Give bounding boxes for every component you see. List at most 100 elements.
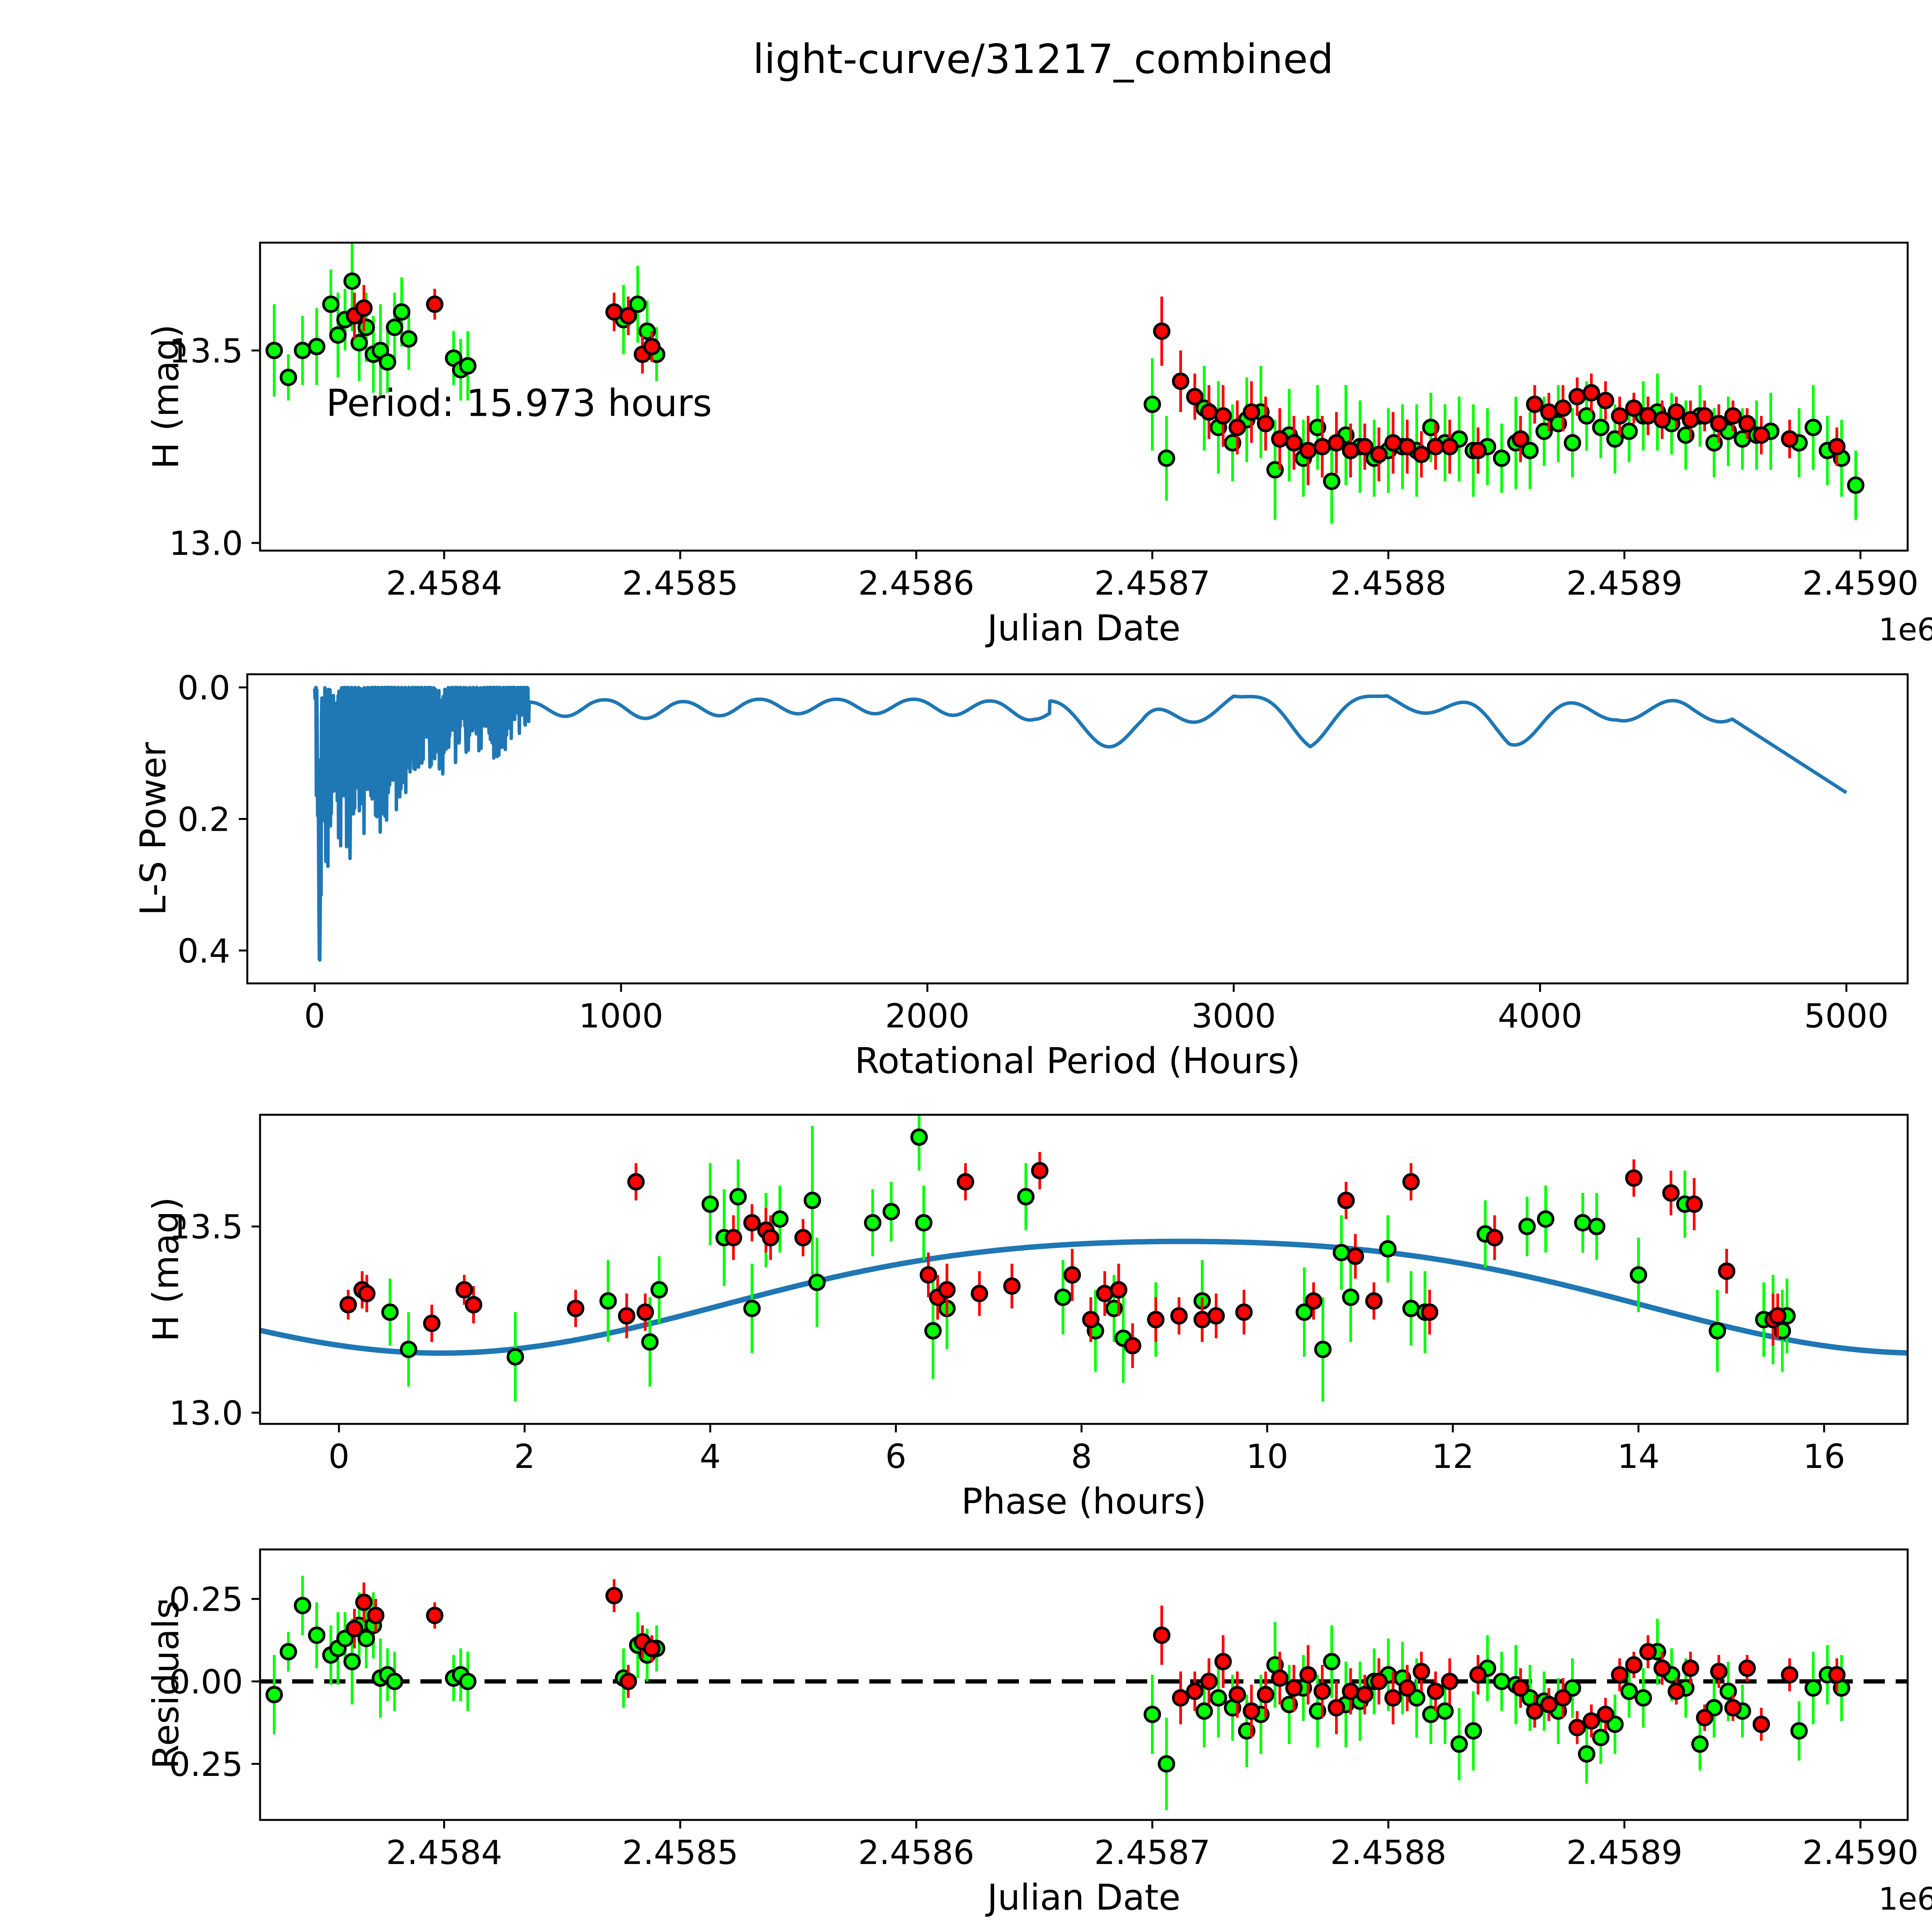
- series-red-band: [345, 1579, 1846, 1744]
- data-point: [1172, 372, 1189, 390]
- data-point: [1769, 1307, 1787, 1325]
- data-point: [1398, 1679, 1416, 1697]
- data-point: [619, 307, 637, 325]
- data-point: [1847, 476, 1865, 494]
- data-point: [1521, 442, 1539, 459]
- data-point: [1537, 1210, 1554, 1228]
- data-point: [1564, 434, 1582, 452]
- data-point: [1186, 388, 1204, 405]
- data-point: [1323, 1653, 1340, 1670]
- data-point: [1639, 407, 1657, 425]
- data-point: [1752, 426, 1770, 444]
- data-point: [1493, 449, 1510, 467]
- data-point: [343, 272, 361, 290]
- data-point: [1597, 391, 1614, 409]
- data-point: [567, 1299, 585, 1317]
- x-tick-label: 5000: [1804, 997, 1889, 1036]
- data-point: [1172, 1689, 1189, 1707]
- data-point: [1413, 1663, 1430, 1680]
- data-point: [1738, 1659, 1756, 1677]
- data-point: [1347, 1247, 1364, 1265]
- data-point: [803, 1192, 821, 1209]
- data-point: [1554, 1689, 1572, 1707]
- data-point: [1299, 442, 1317, 459]
- residuals-x-offset-label: 1e6: [1878, 1881, 1932, 1917]
- x-tick-label: 1000: [579, 997, 663, 1036]
- periodogram-x-axis: 0 1000 2000 3000 4000 5000: [304, 983, 1889, 1036]
- data-point: [1143, 395, 1161, 413]
- data-point: [343, 1653, 361, 1670]
- data-point: [459, 1672, 477, 1690]
- data-point: [1578, 1745, 1595, 1763]
- data-point: [1158, 449, 1175, 467]
- data-point: [794, 1229, 812, 1247]
- data-point: [1328, 1699, 1345, 1717]
- data-point: [465, 1296, 483, 1314]
- data-point: [643, 1639, 661, 1657]
- data-point: [1568, 388, 1586, 405]
- data-point: [1370, 446, 1388, 463]
- data-point: [459, 357, 477, 375]
- x-tick-label: 4: [700, 1437, 721, 1476]
- data-point: [350, 334, 368, 352]
- y-tick-label: 0.2: [177, 800, 230, 839]
- data-point: [1441, 1672, 1459, 1690]
- data-point: [1228, 1686, 1246, 1704]
- data-point: [1214, 407, 1232, 425]
- data-point: [308, 1626, 326, 1644]
- periodogram-ylabel: L-S Power: [133, 742, 174, 916]
- data-point: [1427, 1682, 1444, 1700]
- data-point: [1285, 434, 1303, 452]
- x-tick-label: 2.4589: [1566, 1833, 1682, 1872]
- data-point: [1214, 1653, 1232, 1670]
- series-red-band: [339, 1152, 1787, 1368]
- data-point: [1243, 1702, 1260, 1720]
- x-tick-label: 2.4590: [1802, 1833, 1918, 1872]
- data-point: [1662, 1184, 1680, 1202]
- x-tick-label: 4000: [1498, 997, 1582, 1036]
- data-point: [1691, 1735, 1709, 1753]
- periodogram-data-layer: [313, 685, 1848, 962]
- data-point: [308, 338, 326, 355]
- data-point: [1384, 1689, 1402, 1707]
- data-point: [1054, 1288, 1072, 1306]
- x-tick-label: 2.4585: [622, 564, 738, 603]
- data-point: [1592, 1729, 1610, 1747]
- data-point: [393, 303, 411, 321]
- data-point: [1578, 407, 1595, 425]
- series-red-band: [345, 285, 1846, 485]
- lightcurve-plot-frame: [259, 242, 1909, 552]
- lightcurve-xlabel: Julian Date: [985, 607, 1180, 649]
- data-point: [1512, 430, 1529, 448]
- data-point: [1667, 403, 1685, 421]
- data-point: [1124, 1337, 1141, 1355]
- phase-folded-xlabel: Phase (hours): [961, 1481, 1206, 1522]
- periodogram-plot-frame: [246, 673, 1909, 985]
- data-point: [1342, 442, 1359, 459]
- data-point: [1781, 430, 1799, 448]
- data-point: [1402, 1173, 1420, 1190]
- data-point: [1738, 415, 1756, 432]
- x-tick-label: 3000: [1191, 997, 1276, 1036]
- data-point: [1625, 1169, 1643, 1187]
- panel-residuals: 2.4584 2.4585 2.4586 2.4587 2.4588 2.4589 2.45…: [20, 1503, 1932, 1932]
- data-point: [1356, 1686, 1374, 1704]
- residuals-ylabel: Residuals: [145, 1600, 187, 1769]
- data-point: [1235, 1303, 1253, 1321]
- lightcurve-data-layer: [265, 243, 1865, 524]
- data-point: [279, 1643, 297, 1661]
- data-point: [1228, 418, 1246, 436]
- data-point: [920, 1266, 937, 1284]
- data-point: [1017, 1188, 1035, 1206]
- x-tick-label: 6: [885, 1437, 906, 1476]
- sinusoidal-fit-line: [260, 1238, 1908, 1356]
- residuals-y-axis: 0.25 0.00 -0.25: [157, 1580, 260, 1784]
- data-point: [605, 1587, 623, 1605]
- data-point: [1486, 1229, 1503, 1247]
- data-point: [1313, 1682, 1331, 1700]
- data-point: [1597, 1706, 1614, 1723]
- data-point: [1096, 1285, 1114, 1303]
- data-point: [265, 342, 283, 359]
- data-point: [971, 1285, 988, 1303]
- data-point: [1153, 1626, 1171, 1644]
